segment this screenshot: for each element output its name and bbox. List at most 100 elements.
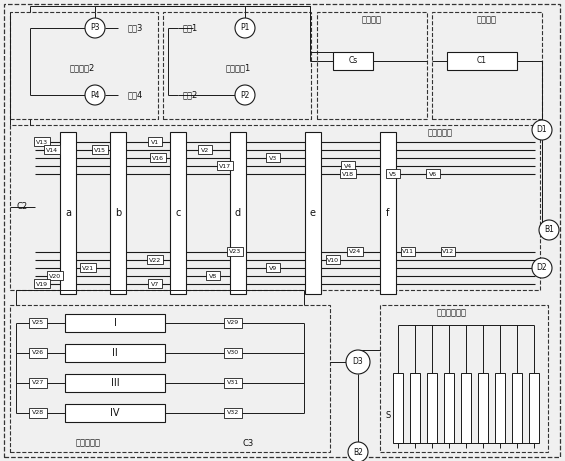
Bar	[380, 132, 396, 294]
Text: Cs: Cs	[349, 57, 358, 65]
Text: V28: V28	[32, 410, 44, 415]
Bar	[65, 374, 165, 392]
Text: II: II	[112, 348, 118, 358]
Bar	[529, 373, 539, 443]
Text: V2: V2	[201, 148, 209, 153]
Bar	[10, 125, 540, 290]
Text: B2: B2	[353, 448, 363, 456]
Text: 流体4: 流体4	[127, 90, 142, 100]
Bar	[206, 272, 220, 280]
Bar	[60, 132, 76, 294]
Text: V30: V30	[227, 350, 239, 355]
Text: 捕集柱系统: 捕集柱系统	[428, 129, 453, 137]
Text: V5: V5	[389, 171, 397, 177]
Bar	[163, 12, 311, 119]
Bar	[34, 279, 50, 289]
Bar	[92, 146, 108, 154]
Bar	[341, 161, 355, 171]
Bar	[432, 12, 542, 119]
Text: V26: V26	[32, 350, 44, 355]
Text: P3: P3	[90, 24, 100, 32]
Text: 分离柱系统: 分离柱系统	[76, 438, 101, 448]
Bar	[447, 52, 517, 70]
Text: 流体2: 流体2	[182, 90, 198, 100]
Text: D2: D2	[537, 264, 547, 272]
Bar	[495, 373, 505, 443]
Bar	[340, 170, 356, 178]
Bar	[326, 255, 340, 265]
Bar	[224, 348, 242, 358]
Bar	[410, 373, 420, 443]
Text: V3: V3	[269, 155, 277, 160]
Text: 组分收集系统: 组分收集系统	[437, 308, 467, 318]
Text: B1: B1	[544, 225, 554, 235]
Bar	[44, 146, 60, 154]
Circle shape	[85, 85, 105, 105]
Text: D1: D1	[537, 125, 547, 135]
Text: V18: V18	[342, 171, 354, 177]
Text: 进样系统: 进样系统	[362, 16, 382, 24]
Bar	[266, 264, 280, 272]
Text: V9: V9	[269, 266, 277, 271]
Bar	[34, 137, 50, 147]
Text: e: e	[310, 208, 316, 218]
Bar	[147, 255, 163, 265]
Bar	[386, 170, 400, 178]
Bar	[150, 154, 166, 162]
Bar	[80, 264, 96, 272]
Text: 输送系统1: 输送系统1	[225, 64, 251, 72]
Bar	[29, 318, 47, 328]
Bar	[47, 272, 63, 280]
Text: V24: V24	[349, 249, 361, 254]
Text: D3: D3	[353, 357, 363, 366]
Text: V1: V1	[151, 140, 159, 144]
Text: 流体3: 流体3	[127, 24, 143, 32]
Bar	[347, 248, 363, 256]
Text: V8: V8	[209, 273, 217, 278]
Bar	[478, 373, 488, 443]
Text: V12: V12	[442, 249, 454, 254]
Bar	[266, 154, 280, 162]
Bar	[148, 279, 162, 289]
Text: V32: V32	[227, 410, 239, 415]
Bar	[393, 373, 403, 443]
Text: P1: P1	[240, 24, 250, 32]
Text: V31: V31	[227, 380, 239, 385]
Bar	[224, 318, 242, 328]
Text: V15: V15	[94, 148, 106, 153]
Circle shape	[235, 85, 255, 105]
Text: P2: P2	[240, 90, 250, 100]
Bar	[170, 132, 186, 294]
Text: I: I	[114, 318, 116, 328]
Text: P4: P4	[90, 90, 100, 100]
Text: V14: V14	[46, 148, 58, 153]
Text: V7: V7	[151, 282, 159, 286]
Circle shape	[348, 442, 368, 461]
Text: f: f	[386, 208, 390, 218]
Text: V13: V13	[36, 140, 48, 144]
Circle shape	[85, 18, 105, 38]
Text: b: b	[115, 208, 121, 218]
Text: V22: V22	[149, 258, 161, 262]
Circle shape	[539, 220, 559, 240]
Bar	[110, 132, 126, 294]
Text: 流体1: 流体1	[182, 24, 198, 32]
Bar	[217, 161, 233, 171]
Text: V29: V29	[227, 320, 239, 325]
Text: c: c	[175, 208, 181, 218]
Text: C3: C3	[242, 438, 254, 448]
Bar	[65, 344, 165, 362]
Bar	[29, 408, 47, 418]
Bar	[148, 137, 162, 147]
Circle shape	[346, 350, 370, 374]
Text: IV: IV	[110, 408, 120, 418]
Text: V19: V19	[36, 282, 48, 286]
Bar	[317, 12, 427, 119]
Circle shape	[532, 258, 552, 278]
Bar	[401, 248, 415, 256]
Text: V6: V6	[429, 171, 437, 177]
Bar	[444, 373, 454, 443]
Text: V4: V4	[344, 164, 352, 169]
Bar	[461, 373, 471, 443]
Bar	[305, 132, 321, 294]
